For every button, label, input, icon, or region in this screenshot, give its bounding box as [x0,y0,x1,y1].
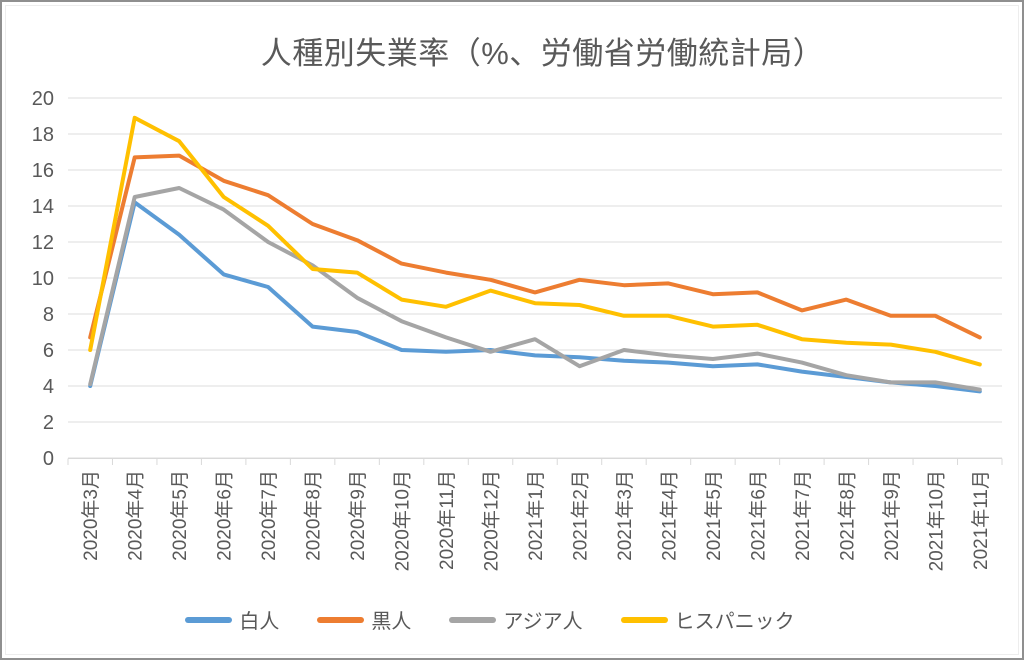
x-axis-label: 2021年3月 [614,470,636,561]
x-axis-label: 2021年1月 [525,470,547,561]
x-axis-label: 2021年9月 [881,470,903,561]
y-axis-label: 20 [32,88,54,110]
series-line-asian [88,186,982,392]
legend-label-white: 白人 [239,611,280,633]
x-axis-label: 2020年12月 [481,470,503,571]
x-axis-label: 2020年9月 [347,470,369,561]
y-axis-label: 2 [43,412,54,434]
y-axis-label: 0 [43,448,54,470]
y-axis-label: 16 [32,160,54,182]
y-axis-label: 10 [32,268,54,290]
y-axis-label: 4 [43,376,54,398]
x-axis-label: 2020年8月 [303,470,325,561]
legend-swatch-asian [449,616,497,623]
x-axis-label: 2021年11月 [970,470,992,570]
x-axis-label: 2020年3月 [80,470,102,561]
series-line-black [88,153,982,340]
x-axis-label: 2021年7月 [792,470,814,561]
x-axis-label: 2021年5月 [703,470,725,561]
series-line-white [88,200,982,394]
x-axis-label: 2021年6月 [747,470,769,561]
x-axis-label: 2021年10月 [925,470,947,571]
legend-label-black: 黒人 [371,611,412,633]
x-axis-label: 2020年6月 [214,470,236,561]
chart-title: 人種別失業率（%、労働省労働統計局） [260,36,825,71]
legend-item-white: 白人 [185,605,279,634]
legend: 白人 黒人 アジア人 ヒスパニック [2,605,1022,634]
legend-swatch-black [317,616,365,623]
legend-item-asian: アジア人 [449,605,583,634]
series-line-hispanic [88,115,982,367]
x-axis-label: 2020年10月 [392,470,414,571]
y-axis-label: 6 [43,340,54,362]
x-axis-label: 2021年8月 [836,470,858,561]
x-axis-label: 2020年7月 [258,470,280,561]
x-axis-label: 2020年4月 [125,470,147,561]
x-axis-label: 2021年2月 [569,470,591,561]
legend-label-hispanic: ヒスパニック [674,611,795,633]
legend-item-hispanic: ヒスパニック [620,605,795,634]
y-axis-label: 14 [32,196,54,218]
legend-swatch-hispanic [620,616,668,623]
y-axis-label: 12 [32,232,54,254]
x-axis-label: 2020年5月 [169,470,191,561]
x-axis-label: 2021年4月 [658,470,680,561]
x-axis-label: 2020年11月 [436,470,458,570]
y-axis-label: 8 [43,304,54,326]
y-axis-label: 18 [32,124,54,146]
legend-item-black: 黒人 [317,605,411,634]
legend-label-asian: アジア人 [503,611,583,633]
legend-swatch-white [185,616,233,623]
